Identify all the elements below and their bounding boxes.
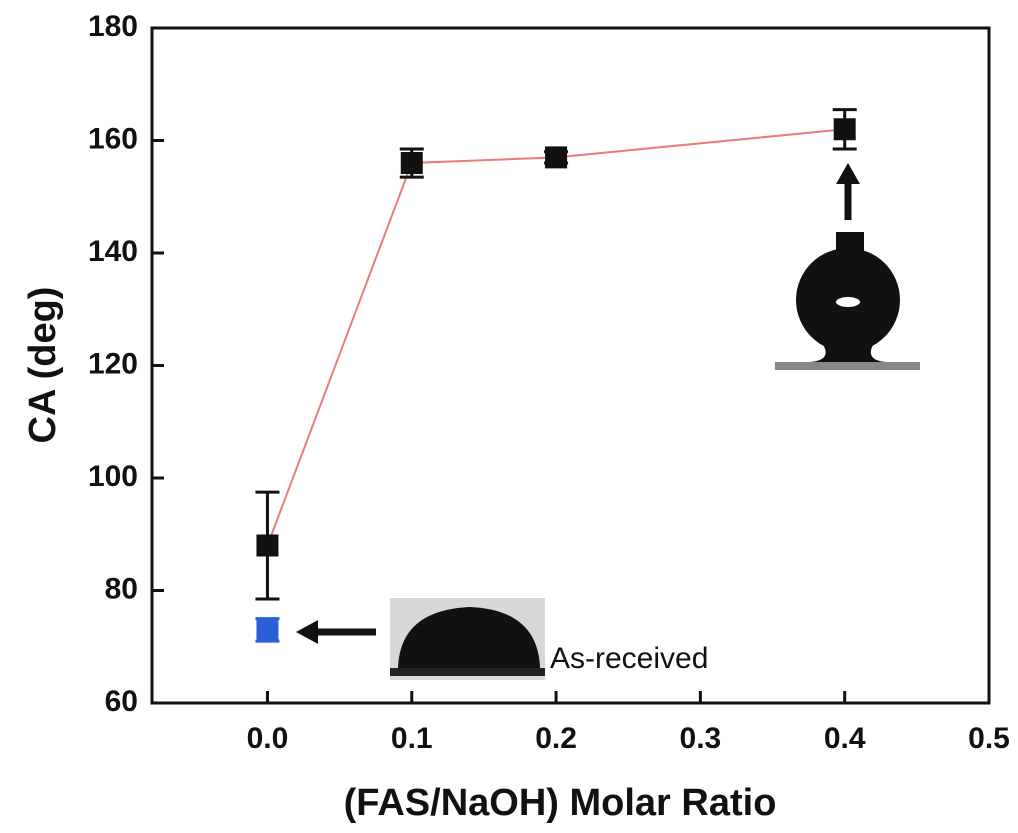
y-tick-label: 140 bbox=[88, 235, 138, 268]
insets bbox=[296, 163, 920, 680]
point bbox=[400, 152, 423, 174]
x-axis-title: (FAS/NaOH) Molar Ratio bbox=[344, 782, 777, 824]
y-tick-label: 100 bbox=[88, 460, 138, 493]
droplet-base bbox=[810, 340, 886, 362]
y-axis-title: CA (deg) bbox=[22, 287, 64, 444]
annotation: As-received bbox=[550, 642, 708, 675]
point bbox=[256, 534, 279, 557]
x-tick-label: 0.2 bbox=[535, 722, 577, 755]
y-tick-label: 60 bbox=[105, 685, 138, 718]
y-tick-label: 180 bbox=[88, 10, 138, 43]
x-tick-label: 0.0 bbox=[247, 722, 289, 755]
reflection bbox=[836, 297, 860, 307]
point bbox=[833, 118, 856, 141]
y-tick-label: 160 bbox=[88, 122, 138, 155]
point bbox=[545, 146, 568, 169]
arrow-head bbox=[836, 163, 860, 184]
point bbox=[256, 618, 279, 641]
y-tick-label: 80 bbox=[105, 572, 138, 605]
substrate bbox=[775, 362, 920, 370]
x-tick-label: 0.5 bbox=[968, 722, 1010, 755]
x-tick-label: 0.4 bbox=[824, 722, 866, 755]
y-tick-label: 120 bbox=[88, 347, 138, 380]
series-line bbox=[266, 128, 845, 546]
arrow-head bbox=[296, 620, 318, 644]
x-tick-label: 0.3 bbox=[680, 722, 722, 755]
droplet bbox=[398, 607, 540, 668]
x-tick-label: 0.1 bbox=[391, 722, 433, 755]
substrate bbox=[390, 668, 545, 676]
